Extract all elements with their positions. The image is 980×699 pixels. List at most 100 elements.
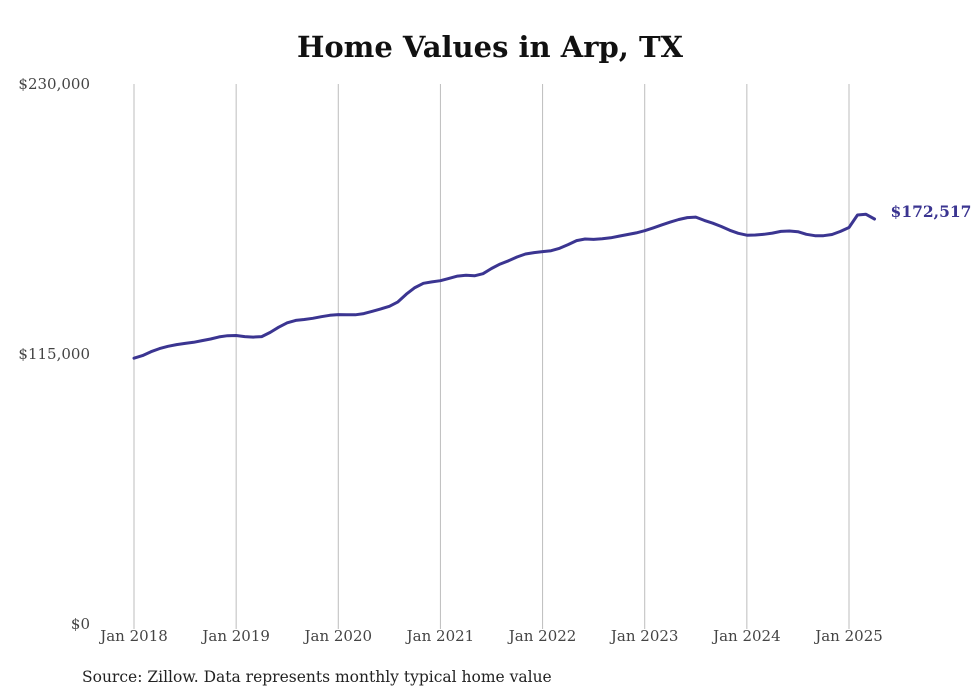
data-point	[422, 282, 425, 285]
data-point	[379, 307, 382, 311]
data-point	[439, 279, 442, 282]
data-point	[549, 249, 553, 252]
data-point	[286, 321, 289, 324]
data-point	[652, 226, 655, 230]
data-point	[320, 315, 323, 318]
chart-title: Home Values in Arp, TX	[296, 30, 684, 64]
data-point	[413, 286, 417, 289]
data-point	[226, 334, 229, 337]
x-tick-label: Jan 2019	[200, 627, 270, 645]
data-point	[183, 342, 187, 345]
data-point	[217, 335, 221, 339]
data-point	[847, 226, 851, 229]
data-point	[388, 305, 391, 308]
data-point	[618, 234, 621, 238]
source-note: Source: Zillow. Data represents monthly …	[82, 668, 552, 686]
y-tick-label: $0	[71, 615, 90, 633]
data-point	[856, 213, 859, 217]
data-point	[141, 354, 144, 357]
x-tick-label: Jan 2020	[303, 627, 373, 645]
data-point	[430, 280, 434, 284]
data-point	[464, 274, 468, 277]
data-point	[234, 334, 238, 337]
data-point	[566, 243, 570, 246]
data-point	[532, 251, 536, 254]
data-point	[158, 347, 161, 350]
data-point	[166, 345, 170, 348]
data-point	[175, 343, 178, 346]
data-point	[575, 239, 578, 242]
data-point	[371, 310, 374, 313]
data-point	[345, 313, 348, 316]
data-point	[507, 259, 510, 262]
chart-grid	[133, 84, 850, 629]
data-point	[609, 236, 612, 239]
data-point	[779, 230, 783, 233]
data-point	[260, 335, 263, 338]
data-point	[149, 350, 153, 353]
data-point	[660, 223, 663, 227]
data-point	[754, 233, 757, 237]
data-point	[694, 215, 697, 219]
data-point	[481, 272, 485, 275]
data-point	[354, 313, 357, 316]
y-tick-label: $230,000	[18, 75, 90, 93]
x-tick-label: Jan 2022	[507, 627, 577, 645]
data-point	[796, 230, 800, 233]
series-line	[132, 212, 876, 360]
data-point	[686, 216, 689, 219]
x-tick-label: Jan 2021	[405, 627, 475, 645]
data-point	[252, 335, 255, 339]
data-point	[328, 314, 331, 317]
data-point	[583, 237, 587, 241]
data-point	[200, 339, 204, 342]
data-point	[132, 357, 136, 360]
x-axis: Jan 2018 Jan 2019 Jan 2020 Jan 2021 Jan 2022…	[98, 627, 883, 645]
data-point	[626, 233, 629, 236]
data-point	[209, 337, 212, 341]
data-point	[669, 220, 672, 224]
data-point	[277, 326, 280, 329]
data-point	[813, 234, 817, 237]
data-point	[592, 238, 595, 241]
data-point	[396, 300, 400, 304]
data-point	[873, 217, 876, 221]
data-point	[294, 319, 297, 322]
data-point	[737, 232, 740, 235]
data-point	[269, 331, 272, 334]
data-point	[311, 317, 314, 320]
y-tick-label: $115,000	[18, 345, 90, 363]
data-point	[498, 262, 502, 266]
data-point	[303, 318, 306, 321]
data-point	[864, 213, 868, 216]
data-point	[677, 218, 680, 221]
data-point	[643, 229, 646, 232]
data-point	[720, 225, 723, 228]
data-point	[456, 274, 459, 278]
data-point	[515, 255, 519, 259]
data-point	[524, 252, 527, 256]
data-point	[745, 234, 749, 237]
data-point	[337, 313, 340, 316]
data-point	[762, 233, 766, 236]
data-point	[601, 237, 604, 240]
data-point	[558, 247, 561, 250]
data-point	[192, 341, 195, 344]
data-point	[822, 234, 825, 237]
x-tick-label: Jan 2024	[711, 627, 781, 645]
x-tick-label: Jan 2018	[98, 627, 168, 645]
data-point	[405, 292, 408, 296]
x-tick-label: Jan 2025	[813, 627, 883, 645]
data-point	[243, 335, 246, 338]
data-point	[839, 230, 842, 233]
data-point	[362, 312, 365, 315]
data-point	[447, 277, 451, 280]
data-point	[541, 250, 544, 253]
end-value-label: $172,517	[891, 202, 972, 221]
data-point	[805, 233, 808, 236]
data-point	[473, 274, 476, 277]
y-axis: $0 $115,000 $230,000	[18, 75, 90, 633]
data-point	[728, 229, 731, 232]
data-point	[830, 233, 834, 236]
data-point	[490, 267, 493, 270]
